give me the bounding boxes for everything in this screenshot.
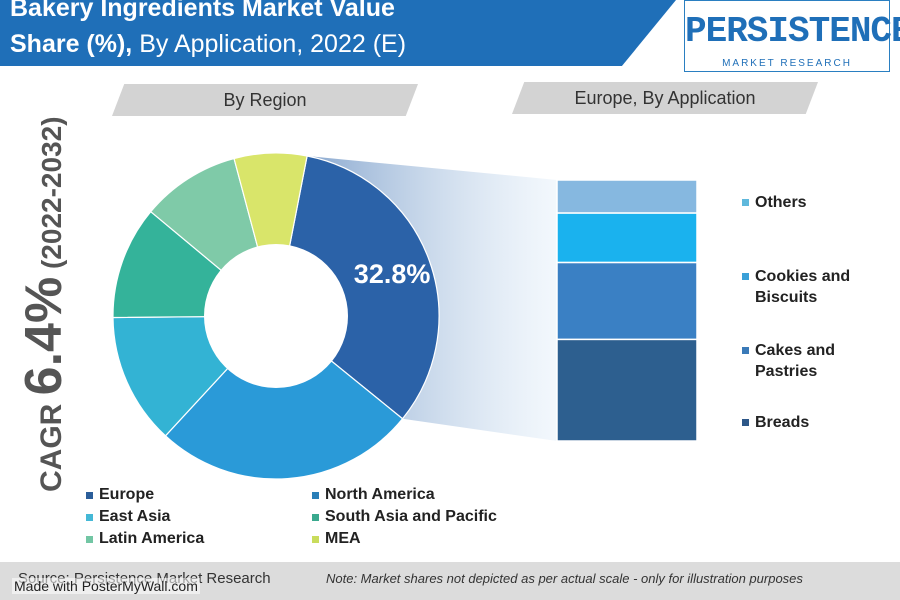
legend-label: Others: [755, 194, 807, 211]
legend-swatch: [312, 491, 319, 499]
bar-segment-others: [556, 179, 698, 214]
slice-north-america: [164, 315, 404, 480]
legend-item-latin-america: Latin America: [86, 530, 312, 548]
legend-label: Cakes and Pastries: [755, 342, 836, 380]
legend-label: MEA: [325, 530, 361, 547]
chart-title: Bakery Ingredients Market Value: [10, 0, 395, 22]
legend-label: East Asia: [99, 508, 171, 525]
legend-item-north-america: North America: [312, 486, 542, 504]
legend-swatch: [742, 273, 749, 280]
application-ribbon: Europe, By Application: [512, 82, 818, 114]
legend-swatch: [742, 347, 749, 354]
logo-wordmark: PERSISTENCE: [685, 11, 900, 52]
legend-label: Cookies and Biscuits: [755, 268, 851, 306]
donut-hole: [204, 244, 348, 388]
legend-item-breads: Breads: [742, 412, 809, 433]
slice-europe: [275, 155, 440, 420]
legend-swatch: [312, 513, 319, 521]
legend-label: North America: [325, 486, 435, 503]
legend-item-cakes-and-pastries: Cakes and Pastries: [742, 340, 835, 382]
chart-subtitle-rest: By Application, 2022 (E): [132, 30, 407, 58]
legend-swatch: [742, 199, 749, 206]
bar-segment-cakes-and-pastries: [556, 261, 698, 341]
legend-label: Latin America: [99, 530, 205, 547]
legend-label: Europe: [99, 486, 155, 503]
chart-subtitle: Share (%), By Application, 2022 (E): [10, 30, 406, 59]
legend-swatch: [86, 535, 93, 543]
legend-swatch: [742, 419, 749, 426]
brand-logo: PERSISTENCE MARKET RESEARCH: [684, 0, 900, 72]
legend-item-cookies-and-biscuits: Cookies and Biscuits: [742, 266, 850, 308]
legend-item-europe: Europe: [86, 486, 312, 504]
watermark-text: Made with PosterMyWall.com: [12, 578, 200, 594]
europe-application-stacked-bar: [556, 179, 698, 442]
logo-tagline: MARKET RESEARCH: [722, 58, 852, 69]
footer-bar: Source: Persistence Market Research Note…: [0, 562, 900, 600]
legend-swatch: [86, 513, 93, 521]
legend-label: Breads: [755, 414, 810, 431]
legend-item-east-asia: East Asia: [86, 508, 312, 526]
legend-item-south-asia-and-pacific: South Asia and Pacific: [312, 508, 542, 526]
legend-swatch: [86, 491, 93, 499]
bar-segment-breads: [556, 338, 698, 442]
legend-swatch: [312, 535, 319, 543]
region-legend: Europe North America East Asia South Asia a…: [86, 486, 546, 548]
note-text: Note: Market shares not depicted as per …: [326, 571, 803, 586]
region-ribbon: By Region: [112, 84, 418, 116]
bar-segment-cookies-and-biscuits: [556, 212, 698, 264]
slice-mea: [233, 152, 308, 317]
chart-subtitle-bold: Share (%),: [10, 30, 133, 58]
legend-label: South Asia and Pacific: [325, 508, 497, 525]
legend-item-others: Others: [742, 192, 807, 213]
europe-share-label: 32.8%: [354, 259, 431, 289]
legend-item-mea: MEA: [312, 530, 542, 548]
title-band: Bakery Ingredients Market Value Share (%…: [0, 0, 676, 66]
